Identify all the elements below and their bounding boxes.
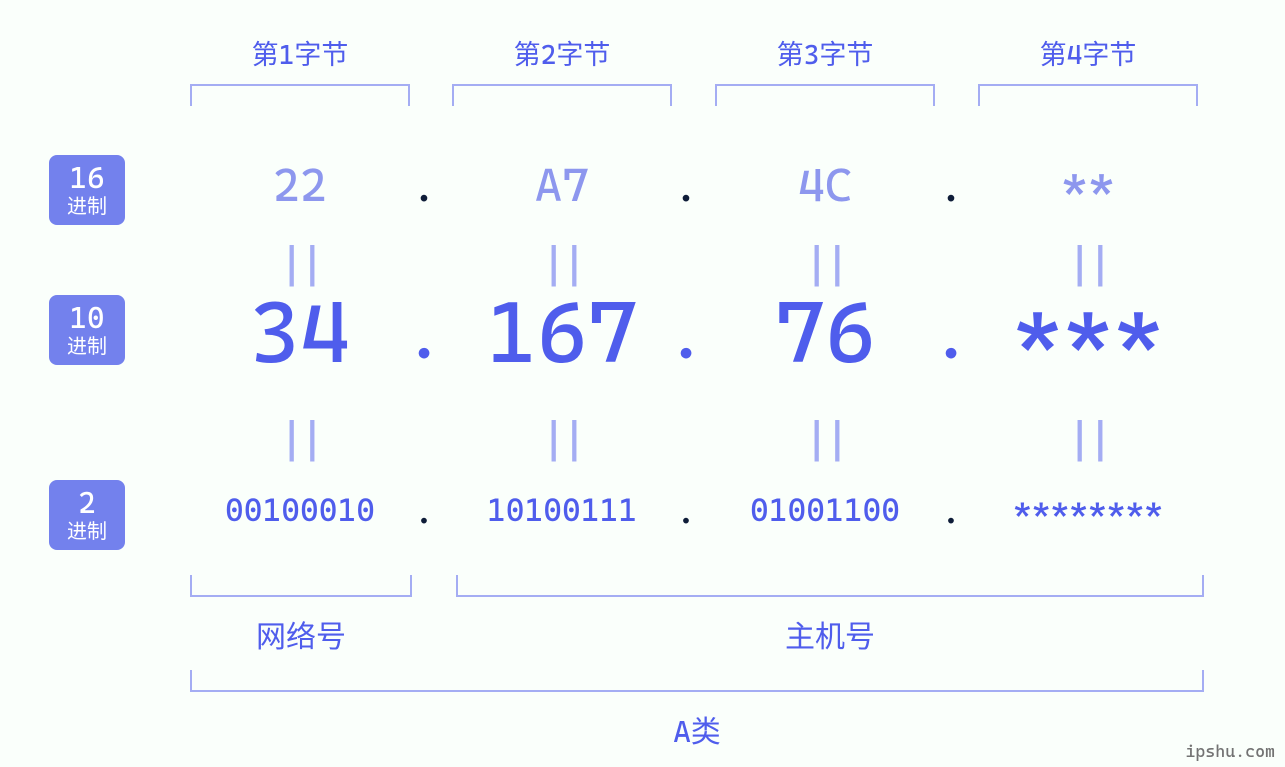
bin-dot-3: . bbox=[931, 480, 971, 540]
host-label: 主机号 bbox=[456, 612, 1204, 656]
hex-dot-3: . bbox=[931, 150, 971, 220]
equals-bottom-1: || bbox=[270, 420, 330, 460]
bin-value-1: 00100010 bbox=[190, 480, 410, 540]
bin-dot-2: . bbox=[666, 480, 706, 540]
class-label: A类 bbox=[190, 707, 1204, 751]
hex-value-4: ** bbox=[978, 150, 1198, 220]
bin-dot-1: . bbox=[404, 480, 444, 540]
base-badge-dec: 10 进制 bbox=[49, 295, 125, 365]
equals-top-1: || bbox=[270, 245, 330, 285]
equals-bottom-2: || bbox=[532, 420, 592, 460]
network-label: 网络号 bbox=[190, 612, 412, 656]
dec-value-3: 76 bbox=[715, 288, 935, 378]
base-badge-bin: 2 进制 bbox=[49, 480, 125, 550]
hex-dot-2: . bbox=[666, 150, 706, 220]
byte-label-4: 第4字节 bbox=[978, 33, 1198, 72]
host-bracket bbox=[456, 575, 1204, 597]
base-badge-hex: 16 进制 bbox=[49, 155, 125, 225]
base-badge-dec-word: 进制 bbox=[67, 334, 107, 359]
top-bracket-2 bbox=[452, 84, 672, 106]
base-badge-hex-num: 16 bbox=[69, 163, 104, 195]
bin-value-3: 01001100 bbox=[715, 480, 935, 540]
dec-dot-2: . bbox=[666, 288, 706, 378]
equals-top-3: || bbox=[795, 245, 855, 285]
bin-value-2: 10100111 bbox=[452, 480, 672, 540]
base-badge-bin-num: 2 bbox=[78, 488, 96, 520]
byte-label-2: 第2字节 bbox=[452, 33, 672, 72]
top-bracket-3 bbox=[715, 84, 935, 106]
top-bracket-4 bbox=[978, 84, 1198, 106]
equals-bottom-4: || bbox=[1058, 420, 1118, 460]
byte-label-3: 第3字节 bbox=[715, 33, 935, 72]
watermark: ipshu.com bbox=[1185, 741, 1275, 761]
byte-label-1: 第1字节 bbox=[190, 33, 410, 72]
bin-value-4: ******** bbox=[978, 480, 1198, 540]
equals-top-2: || bbox=[532, 245, 592, 285]
hex-value-2: A7 bbox=[452, 150, 672, 220]
equals-bottom-3: || bbox=[795, 420, 855, 460]
diagram-canvas: 第1字节 第2字节 第3字节 第4字节 16 进制 10 进制 2 进制 22 … bbox=[0, 0, 1285, 767]
hex-value-3: 4C bbox=[715, 150, 935, 220]
dec-value-1: 34 bbox=[190, 288, 410, 378]
dec-value-2: 167 bbox=[452, 288, 672, 378]
top-bracket-1 bbox=[190, 84, 410, 106]
hex-value-1: 22 bbox=[190, 150, 410, 220]
network-bracket bbox=[190, 575, 412, 597]
dec-value-4: *** bbox=[978, 288, 1198, 378]
base-badge-dec-num: 10 bbox=[69, 303, 104, 335]
dec-dot-1: . bbox=[404, 288, 444, 378]
class-bracket bbox=[190, 670, 1204, 692]
base-badge-bin-word: 进制 bbox=[67, 519, 107, 544]
hex-dot-1: . bbox=[404, 150, 444, 220]
base-badge-hex-word: 进制 bbox=[67, 194, 107, 219]
equals-top-4: || bbox=[1058, 245, 1118, 285]
dec-dot-3: . bbox=[931, 288, 971, 378]
